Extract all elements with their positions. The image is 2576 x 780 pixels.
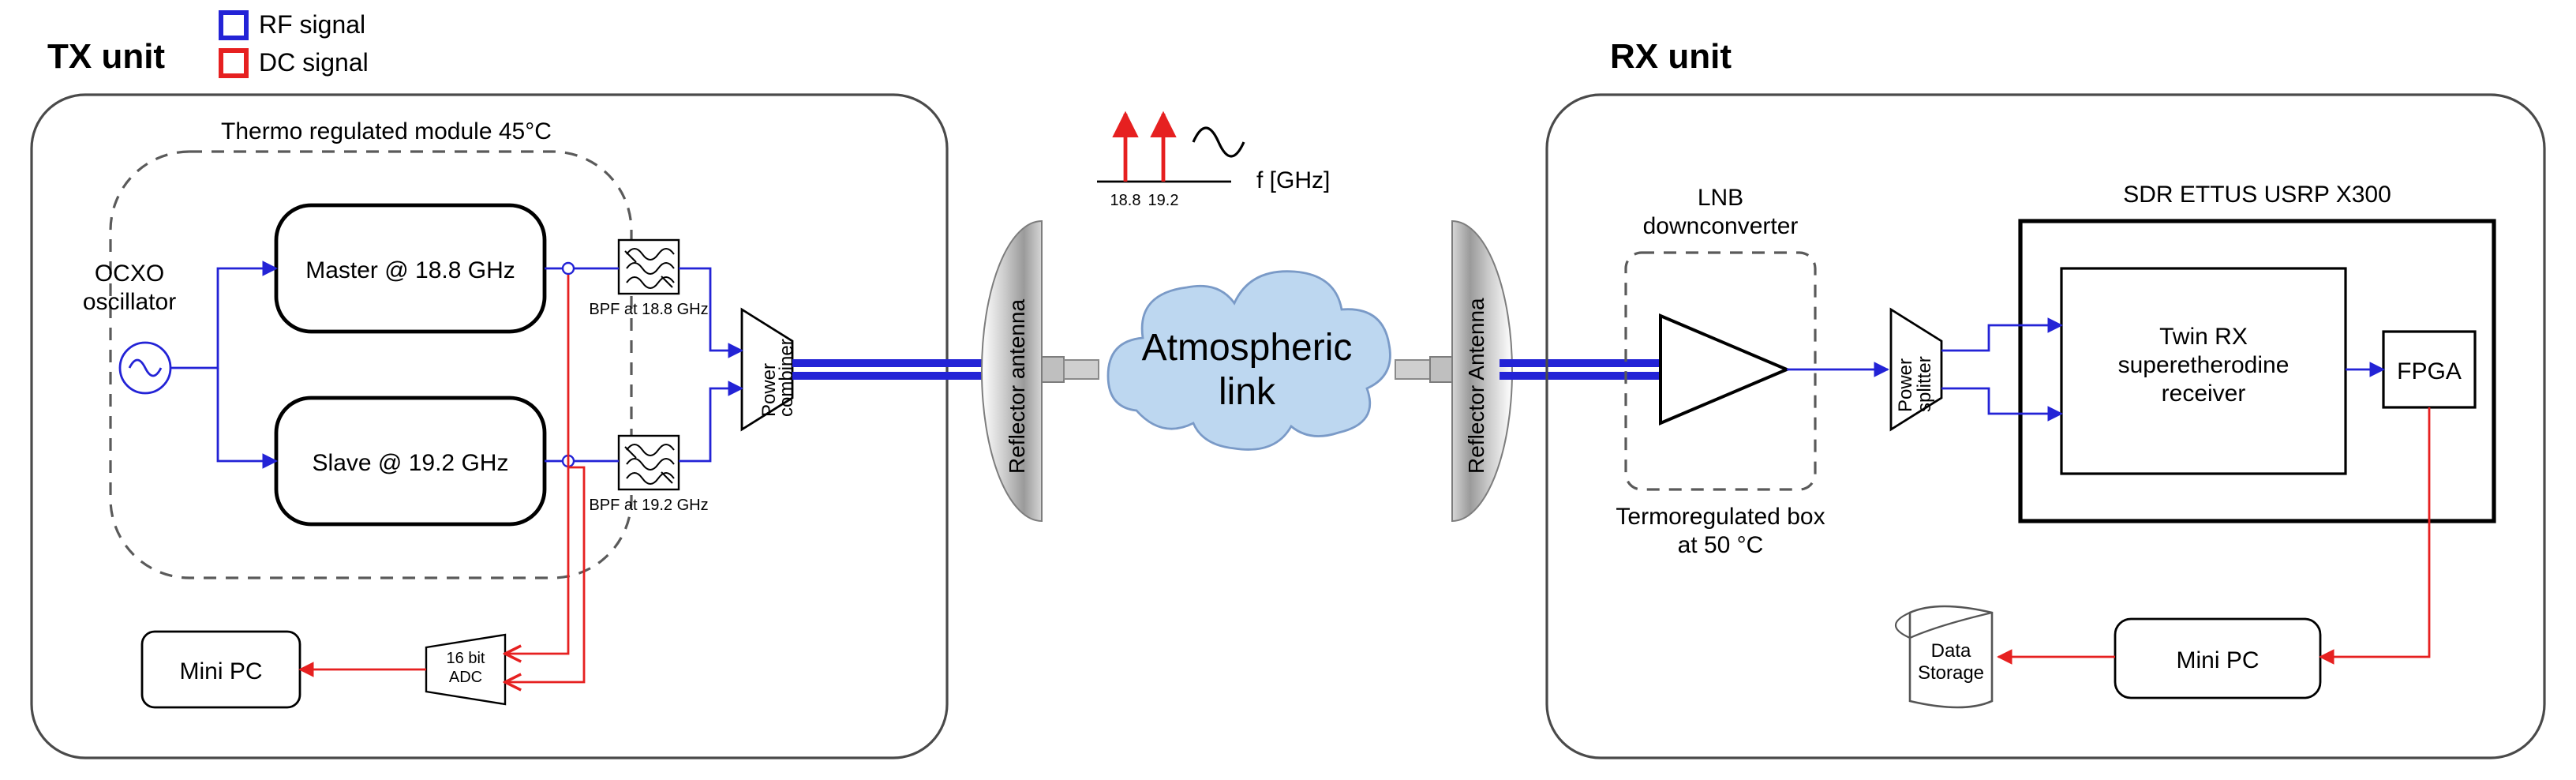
twinrx-label-1: Twin RX bbox=[2159, 324, 2248, 350]
splitter-label-1: Power bbox=[1895, 358, 1916, 412]
atmospheric-link: Atmospheric link bbox=[1108, 272, 1390, 450]
rx-title: RX unit bbox=[1610, 37, 1732, 76]
adc-label-2: ADC bbox=[449, 669, 482, 686]
splitter-label-2: splitter bbox=[1914, 356, 1935, 412]
spectrum-axis-label: f [GHz] bbox=[1256, 167, 1330, 193]
master-label: Master @ 18.8 GHz bbox=[305, 257, 515, 283]
ocxo-sine-icon bbox=[129, 360, 161, 376]
tx-thermo-label: Thermo regulated module 45°C bbox=[221, 118, 552, 144]
tx-title: TX unit bbox=[47, 37, 165, 76]
ocxo-label-2: oscillator bbox=[83, 289, 176, 315]
tx-antenna-label: Reflector antenna bbox=[1005, 299, 1029, 474]
rx-feed-stub bbox=[1395, 360, 1430, 379]
rx-thermo-label-1: Termoregulated box bbox=[1616, 504, 1825, 530]
lnb-amp-icon bbox=[1661, 316, 1787, 423]
twinrx-label-3: receiver bbox=[2162, 381, 2246, 407]
legend-dc-label: DC signal bbox=[259, 48, 369, 77]
data-storage: Data Storage bbox=[1896, 606, 1992, 707]
tx-antenna: Reflector antenna bbox=[982, 221, 1064, 521]
tx-feed-stub bbox=[1064, 360, 1099, 379]
storage-label-2: Storage bbox=[1918, 662, 1984, 684]
rx-antenna: Reflector Antenna bbox=[1430, 221, 1512, 521]
tx-unit: Thermo regulated module 45°C OCXO oscill… bbox=[32, 95, 947, 758]
rf-ocxo-to-master bbox=[170, 268, 276, 368]
rx-minipc-label: Mini PC bbox=[2176, 647, 2259, 673]
legend: RF signal DC signal bbox=[221, 10, 369, 77]
legend-rf-swatch bbox=[221, 13, 246, 38]
link-label-2: link bbox=[1219, 371, 1276, 413]
adc-label-1: 16 bit bbox=[447, 650, 485, 667]
sdr-title: SDR ETTUS USRP X300 bbox=[2123, 182, 2391, 208]
legend-dc-swatch bbox=[221, 51, 246, 76]
lnb-label-1: LNB bbox=[1698, 185, 1743, 211]
rx-unit: LNB downconverter Termoregulated box at … bbox=[1547, 95, 2544, 758]
bpf-hi bbox=[619, 240, 679, 294]
spectrum-inset: 18.8 19.2 f [GHz] bbox=[1097, 114, 1330, 209]
rx-thermo-label-2: at 50 °C bbox=[1678, 532, 1764, 558]
bpf-lo bbox=[619, 436, 679, 489]
rx-antenna-label: Reflector Antenna bbox=[1464, 298, 1488, 474]
bpf-lo-label: BPF at 19.2 GHz bbox=[589, 497, 708, 514]
spectrum-f1: 18.8 bbox=[1110, 192, 1141, 209]
fpga-label: FPGA bbox=[2397, 358, 2462, 384]
ocxo-label-1: OCXO bbox=[95, 261, 164, 287]
rf-bpflo-to-combiner bbox=[679, 388, 742, 461]
spectrum-f2: 19.2 bbox=[1148, 192, 1179, 209]
twinrx-label-2: superetherodine bbox=[2118, 352, 2290, 378]
storage-label-1: Data bbox=[1931, 640, 1971, 662]
lnb-label-2: downconverter bbox=[1643, 213, 1799, 239]
legend-rf-label: RF signal bbox=[259, 10, 365, 39]
rf-ocxo-to-slave bbox=[218, 368, 276, 461]
coupler-hi-icon bbox=[563, 263, 574, 274]
link-label-1: Atmospheric bbox=[1142, 327, 1353, 369]
bpf-hi-label: BPF at 18.8 GHz bbox=[589, 301, 708, 318]
slave-label: Slave @ 19.2 GHz bbox=[313, 450, 509, 476]
tx-minipc-label: Mini PC bbox=[179, 658, 262, 684]
